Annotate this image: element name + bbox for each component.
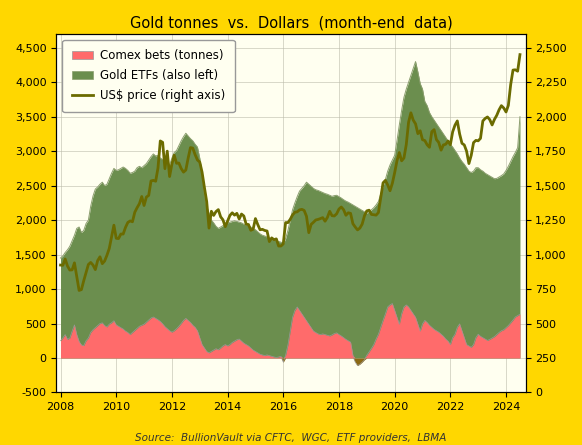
- Title: Gold tonnes  vs.  Dollars  (month-end  data): Gold tonnes vs. Dollars (month-end data): [130, 15, 452, 30]
- Text: Source:  BullionVault via CFTC,  WGC,  ETF providers,  LBMA: Source: BullionVault via CFTC, WGC, ETF …: [135, 433, 447, 442]
- Legend: Comex bets (tonnes), Gold ETFs (also left), US$ price (right axis): Comex bets (tonnes), Gold ETFs (also lef…: [62, 40, 235, 112]
